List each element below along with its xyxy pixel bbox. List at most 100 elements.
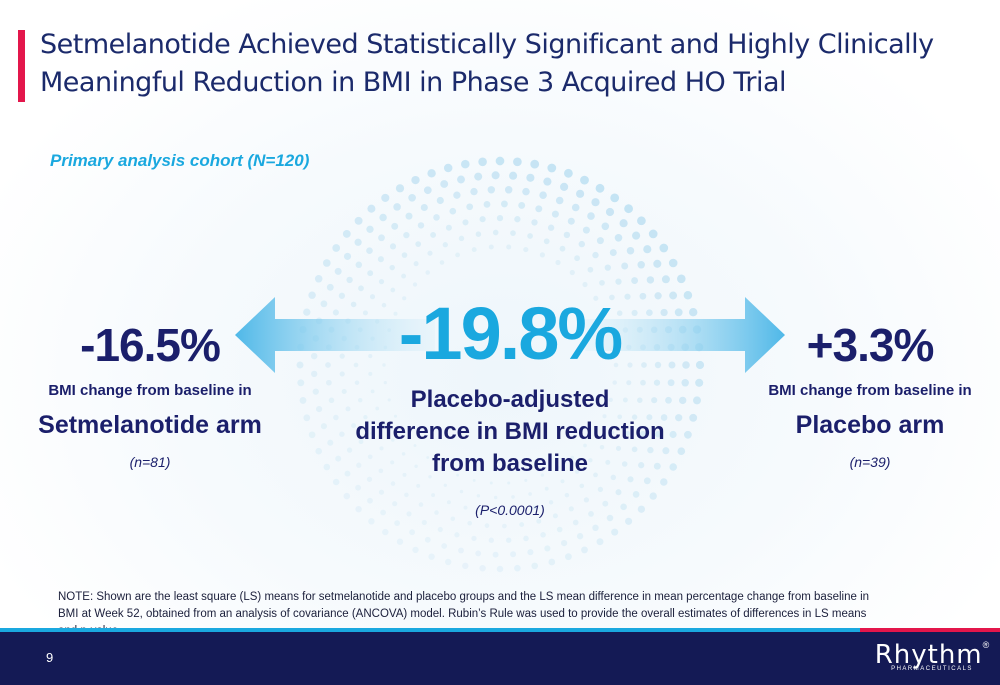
decorative-dot (543, 177, 552, 186)
decorative-dot (423, 186, 432, 195)
decorative-dot (322, 259, 331, 267)
placebo-n: (n=39) (849, 454, 891, 470)
decorative-dot (454, 532, 460, 538)
decorative-dot (653, 462, 661, 470)
decorative-dot (314, 275, 323, 283)
decorative-dot (415, 241, 422, 247)
decorative-dot (674, 308, 683, 317)
decorative-dot (354, 238, 362, 246)
decorative-dot (632, 491, 640, 498)
decorative-dot (389, 243, 397, 250)
decorative-dot (615, 278, 622, 285)
decorative-dot (506, 537, 512, 543)
decorative-dot (552, 513, 558, 519)
placebo-stat: +3.3% BMI change from baseline in Placeb… (740, 318, 1000, 470)
company-logo: Rhythm® PHARMACEUTICALS (872, 640, 992, 672)
placebo-value: +3.3% (806, 319, 935, 371)
decorative-dot (662, 447, 670, 455)
decorative-dot (622, 397, 628, 403)
decorative-dot (581, 546, 588, 554)
decorative-dot (484, 523, 490, 528)
decorative-dot (296, 361, 304, 369)
decorative-dot (677, 274, 686, 284)
decorative-dot (626, 246, 635, 255)
decorative-dot (596, 538, 604, 546)
decorative-dot (601, 222, 610, 231)
decorative-dot (449, 207, 457, 215)
decorative-dot (303, 308, 311, 316)
decorative-dot (303, 414, 311, 422)
decorative-dot (370, 389, 375, 394)
decorative-dot (320, 300, 328, 308)
decorative-dot (355, 505, 362, 513)
decorative-dot (659, 243, 669, 253)
decorative-dot (433, 214, 440, 221)
decorative-dot (414, 464, 418, 469)
decorative-dot (358, 439, 364, 445)
decorative-dot (612, 380, 617, 385)
decorative-dot (459, 489, 464, 494)
decorative-dot (396, 538, 404, 545)
decorative-dot (608, 397, 613, 403)
decorative-dot (378, 468, 384, 474)
decorative-dot (390, 287, 396, 293)
decorative-dot (514, 216, 521, 223)
decorative-dot (327, 439, 334, 446)
decorative-dot (471, 535, 477, 542)
decorative-dot (424, 536, 431, 543)
decorative-dot (506, 244, 512, 250)
decorative-dot (367, 497, 373, 504)
decorative-dot (403, 231, 410, 239)
decorative-dot (640, 379, 646, 386)
footer-accent-red (860, 628, 1000, 632)
decorative-dot (560, 479, 565, 484)
decorative-dot (648, 229, 658, 239)
decorative-dot (624, 430, 631, 436)
decorative-dot (593, 295, 599, 301)
decorative-dot (571, 203, 580, 212)
decorative-dot (568, 506, 574, 512)
decorative-dot (406, 511, 412, 517)
decorative-dot (402, 430, 406, 434)
decorative-dot (413, 261, 419, 267)
decorative-dot (610, 474, 617, 481)
decorative-dot (416, 483, 421, 488)
decorative-dot (576, 189, 585, 198)
decorative-dot (531, 219, 538, 226)
decorative-dot (413, 444, 417, 447)
decorative-dot (394, 520, 400, 526)
decorative-dot (367, 270, 374, 277)
decorative-dot (320, 423, 327, 430)
decorative-dot (316, 406, 323, 413)
decorative-dot (475, 231, 482, 237)
decorative-dot (356, 462, 362, 468)
decorative-dot (367, 454, 373, 460)
decorative-dot (599, 279, 605, 286)
decorative-dot (418, 502, 424, 507)
decorative-dot (493, 495, 498, 500)
decorative-dot (411, 175, 420, 185)
decorative-dot (362, 310, 368, 316)
decorative-dot (637, 505, 646, 513)
decorative-dot (572, 519, 579, 526)
decorative-dot (677, 447, 686, 456)
decorative-dot (617, 414, 623, 420)
decorative-dot (488, 244, 494, 250)
decorative-dot (616, 310, 623, 316)
decorative-dot (338, 292, 346, 299)
decorative-dot (387, 398, 391, 402)
decorative-dot (668, 258, 678, 268)
decorative-dot (370, 431, 375, 436)
decorative-dot (684, 430, 692, 439)
decorative-dot (551, 210, 559, 218)
decorative-dot (478, 157, 487, 167)
decorative-dot (604, 264, 611, 271)
decorative-dot (475, 550, 482, 557)
decorative-dot (487, 186, 496, 194)
decorative-dot (528, 492, 532, 496)
decorative-dot (654, 292, 662, 300)
decorative-dot (342, 229, 351, 238)
decorative-dot (606, 514, 614, 522)
decorative-dot (609, 294, 615, 301)
decorative-dot (631, 309, 638, 316)
